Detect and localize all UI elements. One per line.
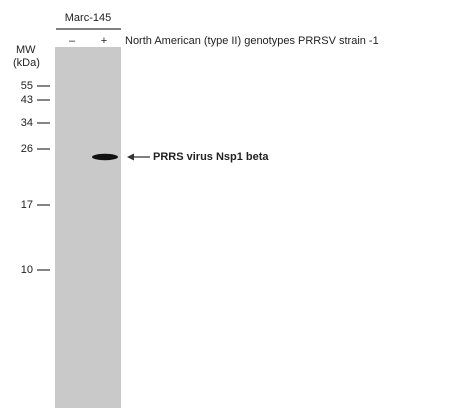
marker-label: 26	[21, 143, 33, 155]
membrane-lane	[55, 47, 121, 408]
mw-label: MW	[16, 44, 36, 56]
protein-band	[92, 154, 118, 160]
marker-label: 55	[21, 80, 33, 92]
mw-unit: (kDa)	[13, 57, 40, 69]
marker-label: 43	[21, 94, 33, 106]
marker-label: 10	[21, 264, 33, 276]
blot-figure: Marc-145 – + North American (type II) ge…	[0, 0, 462, 408]
marker-label: 34	[21, 117, 33, 129]
marker-label: 17	[21, 199, 33, 211]
lane-label: +	[101, 35, 107, 47]
band-label: PRRS virus Nsp1 beta	[153, 151, 269, 163]
lane-label: –	[69, 35, 76, 47]
cell-line-label: Marc-145	[65, 12, 111, 24]
sample-label: North American (type II) genotypes PRRSV…	[125, 35, 379, 47]
